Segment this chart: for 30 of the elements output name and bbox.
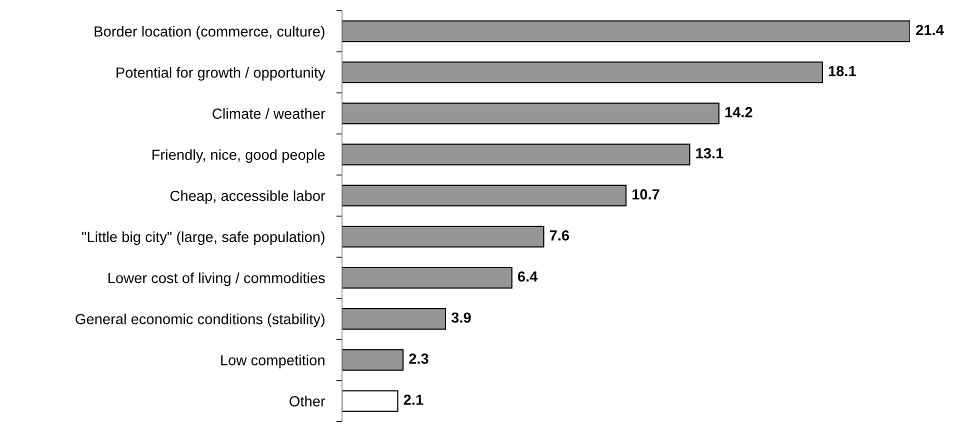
- data-label: 2.3: [409, 354, 428, 364]
- y-tick-label: "Little big city" (large, safe population): [82, 231, 324, 245]
- bar: [342, 102, 720, 124]
- y-tick-label: Other: [290, 396, 326, 406]
- data-label: 14.2: [725, 107, 752, 118]
- bar: [342, 349, 404, 371]
- bar: [342, 226, 544, 248]
- data-label: 2.1: [404, 394, 424, 405]
- y-tick-label: Friendly, nice, good people: [152, 149, 325, 163]
- bar: [342, 308, 446, 330]
- bar: [342, 390, 398, 412]
- data-label: 13.1: [696, 148, 724, 158]
- y-tick-label: Cheap, accessible labor: [170, 190, 326, 204]
- data-label: 10.7: [632, 189, 660, 200]
- bar: [342, 184, 627, 206]
- y-tick-label: Climate / weather: [212, 108, 326, 119]
- bar: [342, 266, 512, 289]
- data-label: 3.9: [451, 312, 471, 323]
- y-tick-label: Lower cost of living / commodities: [108, 272, 325, 286]
- y-tick-label: General economic conditions (stability): [76, 314, 324, 328]
- bar: [342, 62, 823, 84]
- data-label: 18.1: [828, 66, 856, 76]
- data-label: 7.6: [550, 230, 570, 241]
- bar: [342, 20, 910, 42]
- data-label: 21.4: [916, 24, 944, 36]
- y-tick-label: Potential for growth / opportunity: [116, 67, 326, 81]
- y-tick-label: Border location (commerce, culture): [94, 26, 324, 40]
- data-label: 6.4: [518, 271, 538, 282]
- bar: [342, 144, 690, 166]
- y-tick-label: Low competition: [221, 354, 324, 368]
